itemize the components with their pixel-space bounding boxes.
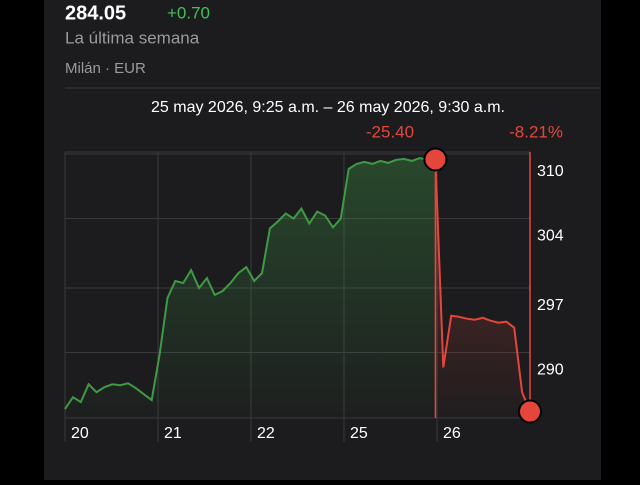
x-tick-label: 21 [164,425,182,442]
y-tick-label: 290 [537,362,564,379]
selection-percent: -8.21% [509,122,563,141]
price: 284.05 [65,2,126,24]
selection-change: -25.40 [366,122,414,141]
range: 25 may 2026, 9:25 a.m. – 26 may 2026, 9:… [151,99,505,116]
y-tick-label: 310 [537,163,564,180]
x-tick-label: 20 [71,425,89,442]
period: La última semana [65,28,200,47]
area [65,158,436,418]
x-tick-label: 22 [257,425,275,442]
y-tick-label: 297 [537,297,564,314]
area [435,159,530,418]
y-tick-label: 304 [537,228,564,245]
x-tick-label: 26 [443,425,461,442]
x-tick-label: 25 [350,425,368,442]
selection-dot [423,147,448,172]
line [434,159,531,412]
line [64,156,436,410]
change: +0.70 [167,3,210,22]
selection-dot [518,399,542,424]
market: Milán · EUR [65,60,146,77]
